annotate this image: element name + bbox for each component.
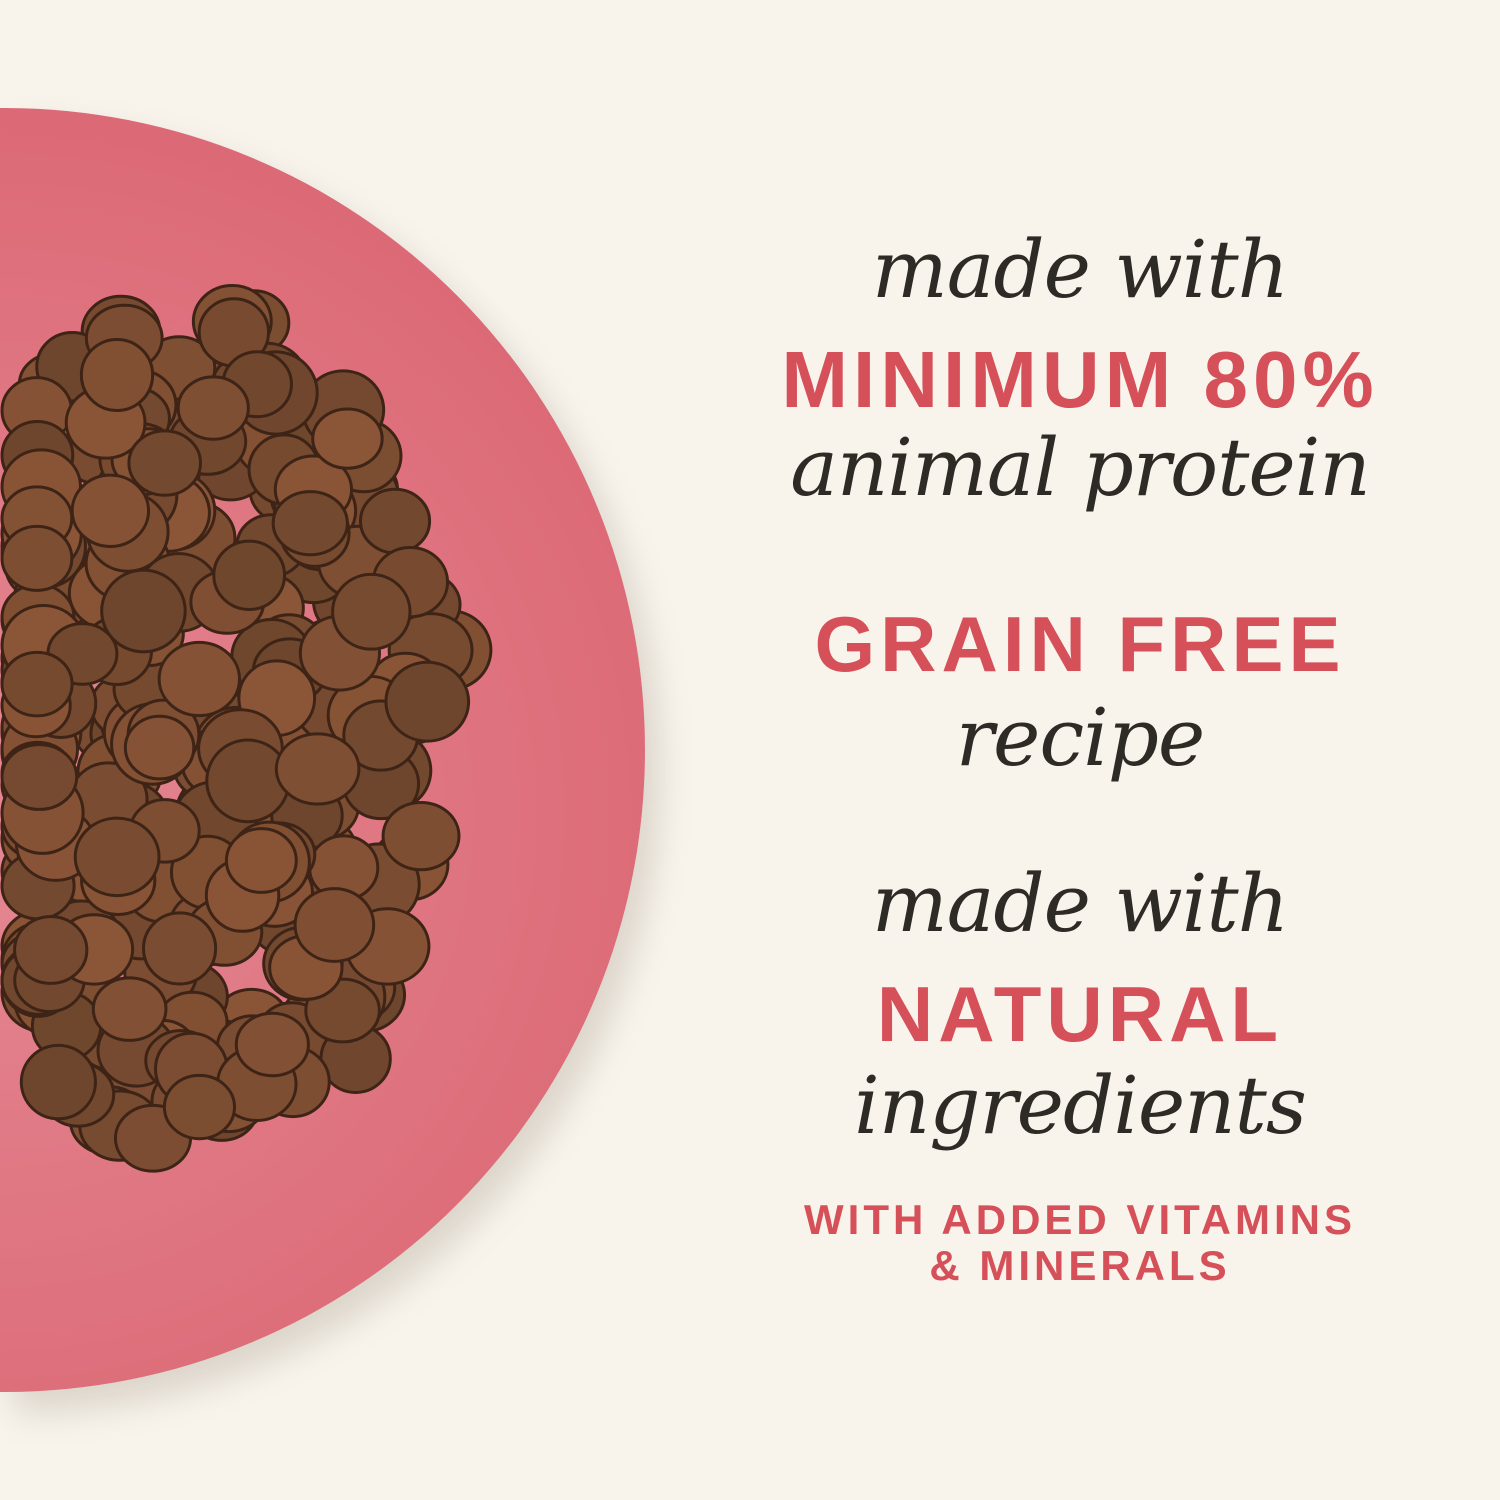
kibble-piece	[162, 1073, 237, 1141]
claim-3-highlight: NATURAL	[876, 970, 1284, 1058]
kibble-piece	[79, 337, 155, 412]
kibble-piece	[0, 743, 79, 811]
kibble-piece	[234, 1011, 310, 1078]
claim-3-note-line-2: & MINERALS	[929, 1242, 1231, 1289]
kibble-piece	[224, 827, 298, 894]
kibble-piece	[13, 915, 89, 985]
claim-1-text: animal protein	[790, 421, 1371, 514]
kibble-piece	[311, 407, 384, 470]
kibble-piece	[0, 524, 74, 592]
kibble-piece	[331, 572, 412, 651]
claim-3-intro: made with	[871, 857, 1289, 950]
kibble-piece	[274, 732, 361, 806]
claim-3-text: ingredients	[854, 1059, 1307, 1152]
claim-3-note-line-1: WITH ADDED VITAMINS	[804, 1196, 1356, 1243]
kibble-piece	[176, 375, 250, 441]
kibble-piece	[70, 473, 151, 548]
kibble-piece	[157, 640, 241, 718]
kibble-piece	[19, 1043, 97, 1121]
kibble-piece	[127, 429, 203, 497]
kibble-piece	[73, 816, 161, 898]
claim-2-highlight: GRAIN FREE	[814, 600, 1346, 688]
kibble-piece	[123, 714, 196, 781]
kibble-piece	[358, 487, 432, 555]
kibble-piece	[271, 490, 349, 557]
kibble-piece	[141, 911, 218, 986]
kibble-piece	[205, 738, 291, 824]
claim-1-intro: made with	[871, 223, 1289, 316]
kibble-pile	[0, 283, 493, 1173]
kibble-piece	[0, 650, 74, 718]
claim-1-highlight: MINIMUM 80%	[781, 335, 1379, 424]
kibble-piece	[91, 976, 168, 1042]
kibble-piece	[100, 568, 187, 654]
claim-2-text: recipe	[955, 691, 1206, 784]
kibble-piece	[293, 887, 376, 963]
kibble-piece	[381, 800, 461, 872]
kibble-piece	[384, 660, 471, 743]
kibble-piece	[212, 539, 287, 611]
